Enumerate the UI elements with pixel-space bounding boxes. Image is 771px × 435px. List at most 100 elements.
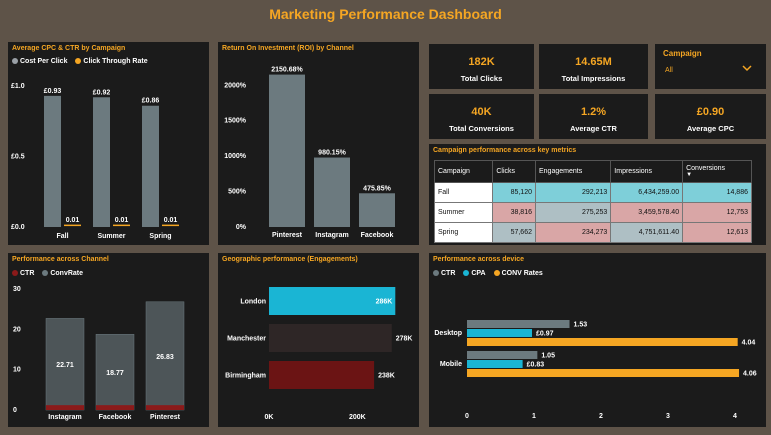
data-label-roi: 2150.68% <box>271 67 303 74</box>
device-panel: Performance across device CTR CPA CONV R… <box>429 253 766 427</box>
x-tick-label: 2 <box>599 413 603 420</box>
legend-cpc[interactable]: Cost Per Click <box>12 58 67 65</box>
data-label-ctr: 0.01 <box>66 217 80 224</box>
data-label-ctr: 0.01 <box>164 217 178 224</box>
cell-conversions: 12,613 <box>682 222 752 243</box>
col-campaign[interactable]: Campaign <box>433 160 494 183</box>
device-chart[interactable]: 1.53 £0.97 4.04 Desktop 1.05 £0.83 4.06 Mobile 0… <box>429 253 766 427</box>
x-tick-label: 0 <box>465 413 469 420</box>
bar-cpc <box>142 105 159 227</box>
legend-conv[interactable]: CONV Rates <box>493 270 543 277</box>
data-label-cpc: £0.92 <box>93 89 111 96</box>
x-tick-label: 4 <box>733 413 737 420</box>
cell-impressions: 3,459,578.40 <box>610 202 684 223</box>
kpi-label: Total Conversions <box>449 124 514 133</box>
bar-conv <box>467 369 740 377</box>
data-label-ctr: 0.01 <box>115 217 129 224</box>
cell-impressions: 4,751,611.40 <box>610 222 684 243</box>
col-impressions[interactable]: Impressions <box>610 160 684 183</box>
kpi-label: Total Clicks <box>460 74 503 83</box>
campaign-slicer[interactable]: Campaign All <box>655 44 766 89</box>
x-tick-label: Pinterest <box>272 232 303 239</box>
metrics-table: Campaign Clicks Engagements Impressions … <box>433 160 752 243</box>
kpi-label: Average CTR <box>570 124 617 133</box>
bar-ctr <box>46 405 84 410</box>
col-conversions[interactable]: Conversions ▼ <box>682 160 752 183</box>
data-label-cpc: £0.86 <box>142 98 160 105</box>
kpi-total-clicks: 182K Total Clicks <box>429 44 534 89</box>
bar-convrate <box>95 334 135 411</box>
data-label-convrate: 22.71 <box>56 362 74 369</box>
cell-conversions: 14,886 <box>682 182 752 203</box>
cpc-ctr-legend: Cost Per Click Click Through Rate <box>12 58 154 65</box>
x-tick-label: Instagram <box>315 232 348 239</box>
legend-dot-icon <box>75 58 82 64</box>
roi-chart[interactable]: 2000% 1500% 1000% 500% 0% 2150.68% Pinterest 98… <box>218 42 419 245</box>
cell-engagements: 234,273 <box>534 222 612 243</box>
data-label-convrate: 18.77 <box>106 370 124 377</box>
legend-ctr[interactable]: CTR <box>12 270 34 277</box>
data-label-device: 1.53 <box>574 322 588 329</box>
legend-cpa[interactable]: CPA <box>463 270 486 277</box>
bar-geo <box>269 287 396 315</box>
kpi-value: 40K <box>471 106 492 118</box>
table-row[interactable]: Summer 38,816 275,253 3,459,578.40 12,75… <box>433 202 752 223</box>
kpi-average-ctr: 1.2% Average CTR <box>539 94 648 139</box>
legend-dot-icon <box>42 270 49 276</box>
cell-clicks: 85,120 <box>492 182 536 203</box>
bar-conv <box>467 338 738 346</box>
geo-chart[interactable]: London 286K Manchester 278K Birmingham 238K 0K… <box>218 253 419 427</box>
metrics-table-title: Campaign performance across key metrics <box>433 147 577 154</box>
cpc-ctr-chart[interactable]: £1.0 £0.5 £0.0 £0.93 0.01 Fall £0.92 0.01 Summer… <box>8 42 209 245</box>
bar-roi <box>314 157 350 227</box>
cell-campaign: Spring <box>433 222 494 243</box>
y-tick-label: 500% <box>228 189 247 196</box>
data-label-roi: 475.85% <box>363 185 391 192</box>
device-title: Performance across device <box>433 256 525 263</box>
kpi-value: 182K <box>468 56 495 68</box>
y-tick-label: £0.5 <box>11 154 25 161</box>
y-tick-label: 20 <box>13 326 21 333</box>
cell-campaign: Fall <box>433 182 494 203</box>
legend-dot-icon <box>12 58 18 64</box>
table-row[interactable]: Spring 57,662 234,273 4,751,611.40 12,61… <box>433 222 752 243</box>
chevron-down-icon[interactable] <box>740 62 754 74</box>
legend-ctr[interactable]: CTR <box>433 270 455 277</box>
y-tick-label: £1.0 <box>11 83 25 90</box>
y-tick-label: London <box>240 299 266 306</box>
cell-engagements: 275,253 <box>534 202 612 223</box>
y-tick-label: Birmingham <box>225 373 266 380</box>
x-tick-label: 1 <box>532 413 536 420</box>
bar-cpa <box>467 329 532 337</box>
bar-cpa <box>467 360 523 368</box>
table-row[interactable]: Fall 85,120 292,213 6,434,259.00 14,886 <box>433 182 752 203</box>
kpi-value: 1.2% <box>580 106 607 118</box>
legend-convrate[interactable]: ConvRate <box>42 270 83 277</box>
col-engagements[interactable]: Engagements <box>534 160 612 183</box>
cpc-ctr-panel: Average CPC & CTR by Campaign Cost Per C… <box>8 42 209 245</box>
x-tick-label: Summer <box>97 233 125 240</box>
cell-engagements: 292,213 <box>534 182 612 203</box>
legend-ctr[interactable]: Click Through Rate <box>75 58 148 65</box>
roi-panel: Return On Investment (ROI) by Channel 20… <box>218 42 419 245</box>
x-tick-label: Fall <box>56 233 68 240</box>
bar-cpc <box>93 97 110 227</box>
x-tick-label: Facebook <box>361 232 394 239</box>
y-tick-label: 1500% <box>224 118 247 125</box>
x-tick-label: 0K <box>265 414 274 421</box>
data-label-cpc: £0.93 <box>44 88 62 95</box>
col-clicks[interactable]: Clicks <box>492 160 536 183</box>
y-tick-label: £0.0 <box>11 224 25 231</box>
channel-perf-legend: CTR ConvRate <box>12 270 89 277</box>
x-tick-label: 200K <box>349 414 366 421</box>
sort-down-icon: ▼ <box>686 172 693 178</box>
bar-geo <box>269 361 375 389</box>
x-tick-label: Spring <box>149 233 171 240</box>
kpi-label: Total Impressions <box>561 74 626 83</box>
y-tick-label: 10 <box>13 367 21 374</box>
kpi-total-conversions: 40K Total Conversions <box>429 94 534 139</box>
channel-perf-chart[interactable]: 302010022.71Instagram18.77Facebook26.83P… <box>8 253 209 427</box>
kpi-label: Average CPC <box>686 124 735 133</box>
cell-campaign: Summer <box>433 202 494 223</box>
geo-panel: Geographic performance (Engagements) Lon… <box>218 253 419 427</box>
